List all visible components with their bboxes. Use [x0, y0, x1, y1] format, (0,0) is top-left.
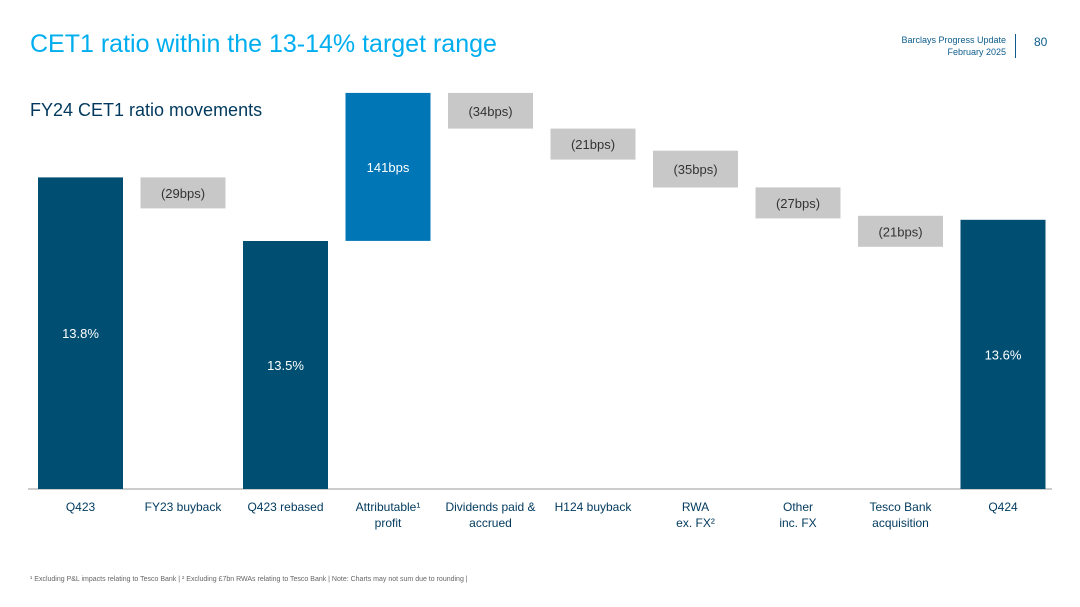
data-label-3: 141bps	[367, 160, 410, 175]
data-label-4: (34bps)	[468, 104, 512, 119]
data-label-2: 13.5%	[267, 358, 304, 373]
bar-0	[38, 177, 123, 489]
bar-8	[858, 215, 943, 247]
category-label-8-0: Tesco Bank	[869, 500, 932, 514]
document-info: Barclays Progress Update February 2025	[901, 34, 1016, 58]
data-label-0: 13.8%	[62, 326, 99, 341]
data-label-9: 13.6%	[985, 347, 1022, 362]
category-label-9: Q424	[988, 500, 1018, 514]
data-label-7: (27bps)	[776, 196, 820, 211]
category-label-7-0: Other	[783, 500, 813, 514]
bar-7	[755, 187, 841, 219]
document-date: February 2025	[947, 47, 1006, 57]
category-label-1: FY23 buyback	[145, 500, 223, 514]
category-label-5: H124 buyback	[555, 500, 633, 514]
data-label-6: (35bps)	[673, 162, 717, 177]
bar-1	[140, 177, 226, 209]
bar-4	[448, 92, 533, 129]
data-label-8: (21bps)	[878, 224, 922, 239]
bar-9	[960, 219, 1046, 490]
bar-3	[345, 92, 431, 241]
document-title: Barclays Progress Update	[901, 35, 1006, 45]
category-label-8-1: acquisition	[872, 516, 929, 530]
category-label-0: Q423	[66, 500, 96, 514]
bar-6	[653, 150, 738, 188]
page-title: CET1 ratio within the 13-14% target rang…	[30, 30, 497, 58]
category-label-3-0: Attributable¹	[356, 500, 421, 514]
waterfall-chart: 13.8% Q423 (29bps) FY23 buyback 13.5% Q423 re…	[28, 92, 1052, 530]
data-label-1: (29bps)	[161, 186, 205, 201]
category-label-7-1: inc. FX	[779, 516, 816, 530]
category-label-2: Q423 rebased	[247, 500, 323, 514]
bar-5	[550, 128, 636, 160]
category-label-4-1: accrued	[469, 516, 512, 530]
page-number: 80	[1034, 35, 1048, 49]
data-label-5: (21bps)	[571, 137, 615, 152]
bar-2	[243, 241, 328, 489]
footnote: ¹ Excluding P&L impacts relating to Tesc…	[30, 576, 468, 583]
category-label-3-1: profit	[375, 516, 402, 530]
category-label-6-0: RWA	[682, 500, 709, 514]
chart-subtitle: FY24 CET1 ratio movements	[30, 100, 263, 120]
category-label-6-1: ex. FX²	[676, 516, 715, 530]
category-label-4-0: Dividends paid &	[445, 500, 535, 514]
